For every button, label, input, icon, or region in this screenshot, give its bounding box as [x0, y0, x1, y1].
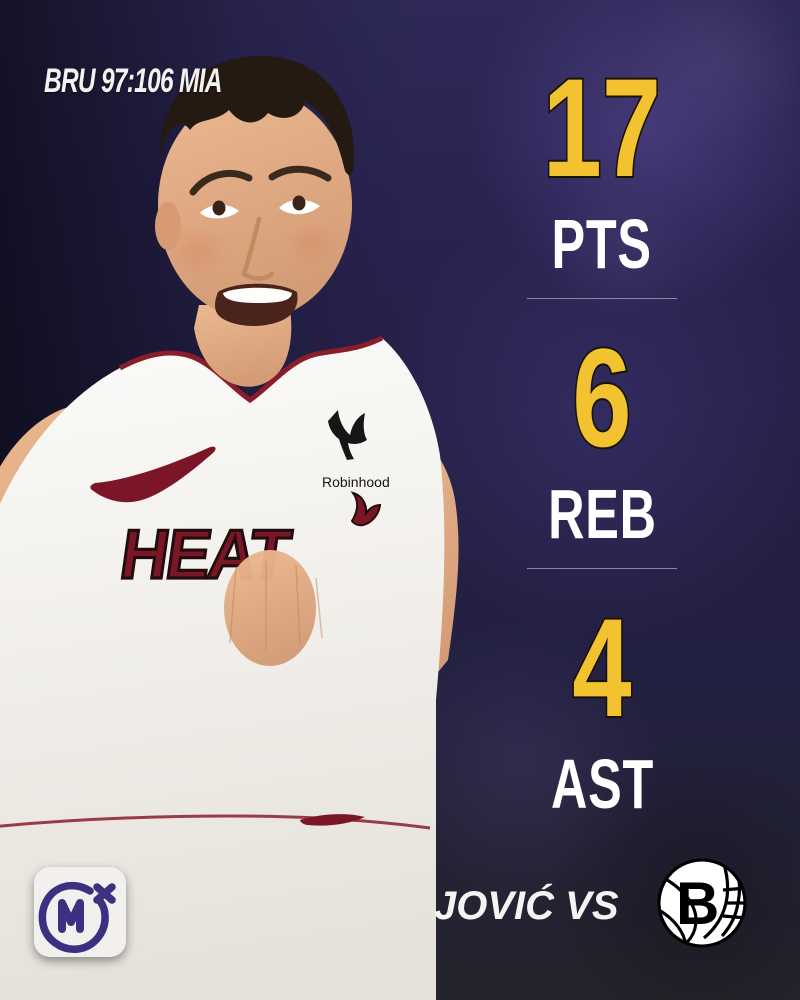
svg-text:B: B — [676, 870, 719, 937]
svg-text:Robinhood: Robinhood — [322, 474, 390, 490]
